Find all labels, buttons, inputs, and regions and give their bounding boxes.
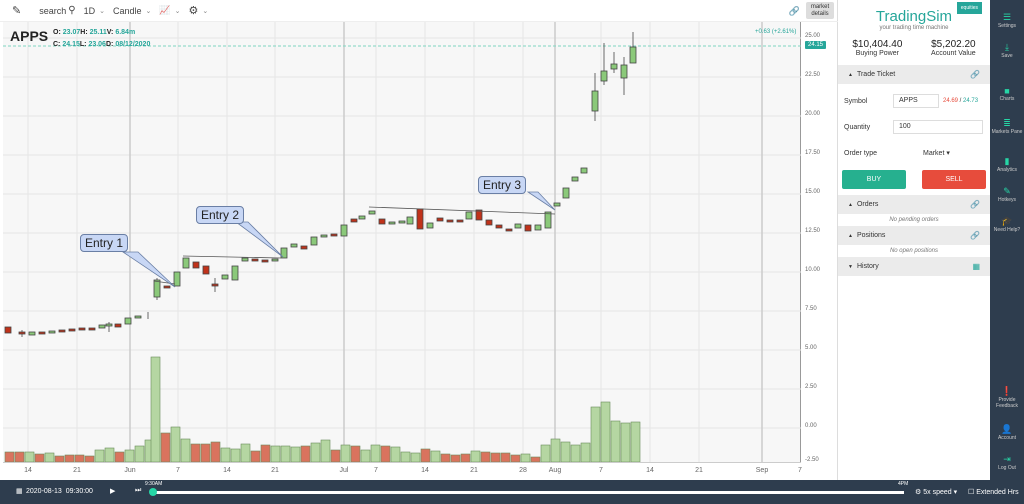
rail-account[interactable]: 👤 Account bbox=[990, 424, 1024, 441]
plot-area[interactable] bbox=[3, 22, 801, 462]
ohlc-row-1: O: 23.07H: 25.11V: 6.84m bbox=[53, 29, 136, 36]
extended-hours-toggle[interactable]: ☐ Extended Hrs bbox=[968, 489, 1019, 496]
annotation-entry-1[interactable]: Entry 1 bbox=[80, 234, 129, 252]
order-type-select[interactable]: Market ▾ bbox=[923, 150, 950, 157]
rail-feedback[interactable]: ❗ Provide Feedback bbox=[990, 386, 1024, 409]
annotation-entry-2[interactable]: Entry 2 bbox=[196, 206, 245, 224]
rail-save[interactable]: ⤓ Save bbox=[990, 42, 1024, 59]
buying-power-value: $10,404.40 bbox=[852, 39, 903, 50]
orders-empty: No pending orders bbox=[889, 217, 939, 223]
equities-badge[interactable]: equities bbox=[956, 2, 982, 14]
symbol-label: Symbol bbox=[844, 97, 868, 105]
pencil-icon[interactable]: ✎ bbox=[12, 5, 22, 17]
rail-markets-pane[interactable]: ≣ Markets Pane bbox=[991, 118, 1023, 135]
calendar-icon[interactable]: ▦ bbox=[16, 488, 23, 495]
account-value: $5,202.20 bbox=[931, 39, 976, 50]
account-summary: $10,404.40 Buying Power $5,202.20 Account … bbox=[838, 39, 990, 57]
price-change: +0.63 (+2.61%) bbox=[755, 29, 797, 35]
playback-datetime[interactable]: 2020-08-13 09:30:00 bbox=[26, 488, 93, 495]
interval-select[interactable]: 1D ⌄ bbox=[83, 5, 105, 16]
rail-analytics[interactable]: ▮ Analytics bbox=[990, 156, 1024, 173]
quantity-input[interactable]: 100 bbox=[893, 120, 983, 134]
bid-price: 24.69 bbox=[943, 98, 959, 104]
timeline-slider[interactable] bbox=[152, 491, 904, 494]
graduation-cap-icon: 🎓 bbox=[1001, 216, 1013, 226]
search-box[interactable]: search ⚲ bbox=[39, 5, 76, 16]
positions-empty: No open positions bbox=[889, 248, 939, 254]
account-value-label: Account Value bbox=[931, 50, 976, 57]
rail-hotkeys[interactable]: ✎ Hotkeys bbox=[990, 186, 1024, 203]
alert-icon: ❗ bbox=[1001, 386, 1013, 396]
quantity-label: Quantity bbox=[844, 123, 871, 131]
last-price-tag: 24.15 bbox=[805, 41, 827, 49]
list-icon: ≣ bbox=[1003, 118, 1011, 128]
menu-icon: ☰ bbox=[1002, 12, 1012, 22]
rail-need-help[interactable]: 🎓 Need Help? bbox=[990, 216, 1024, 233]
link-icon: 🔗 bbox=[970, 200, 980, 209]
ohlc-row-2: C: 24.15L: 23.06D: 08/12/2020 bbox=[53, 41, 151, 48]
x-axis[interactable]: 14 21 Jun 7 14 21 Jul 7 14 21 28 Aug 7 14 21 Sep… bbox=[3, 462, 802, 480]
start-time-label: 9:30AM bbox=[145, 481, 163, 487]
search-icon: ⚲ bbox=[68, 5, 76, 16]
ask-price: 24.73 bbox=[963, 98, 979, 104]
link-icon: 🔗 bbox=[970, 70, 980, 79]
edit-icon: ✎ bbox=[1003, 186, 1011, 196]
buying-power-label: Buying Power bbox=[855, 50, 899, 57]
link-icon: 🔗 bbox=[970, 231, 980, 240]
buy-button[interactable]: BUY bbox=[842, 170, 906, 189]
orders-header[interactable]: ▲ Orders 🔗 bbox=[838, 195, 990, 214]
trade-ticket-header[interactable]: ▲ Trade Ticket 🔗 bbox=[838, 65, 990, 84]
market-details-button[interactable]: market details bbox=[806, 2, 834, 19]
trading-sidebar: equities TradingSim your trading time ma… bbox=[838, 0, 990, 480]
rail-settings[interactable]: ☰ Settings bbox=[990, 12, 1024, 29]
rail-charts[interactable]: ■ Charts bbox=[990, 86, 1024, 102]
play-button[interactable]: ▶ bbox=[110, 488, 116, 495]
history-chart-icon: ▦ bbox=[972, 262, 980, 271]
brand-logo: TradingSim bbox=[875, 8, 953, 25]
rail-logout[interactable]: ⇥ Log Out bbox=[990, 454, 1024, 471]
symbol-label: APPS bbox=[10, 28, 49, 44]
history-header[interactable]: ▼ History ▦ bbox=[838, 257, 990, 276]
gear-icon[interactable]: ⚙ ⌄ bbox=[188, 5, 209, 17]
timeline-handle[interactable] bbox=[149, 488, 157, 496]
logout-icon: ⇥ bbox=[1003, 454, 1011, 464]
link-icon[interactable]: 🔗 bbox=[788, 6, 800, 16]
annotation-entry-3[interactable]: Entry 3 bbox=[478, 176, 527, 194]
symbol-input[interactable]: APPS bbox=[893, 94, 939, 108]
chart-type-select[interactable]: Candle ⌄ bbox=[112, 5, 152, 16]
step-button[interactable]: ⏭ bbox=[135, 487, 142, 494]
brand-tagline: your trading time machine bbox=[879, 25, 949, 31]
charts-icon: ■ bbox=[1004, 86, 1010, 96]
sell-button[interactable]: SELL bbox=[922, 170, 986, 189]
indicators-icon[interactable]: 📈 ⌄ bbox=[159, 5, 181, 15]
speed-select[interactable]: ⚙ 5x speed ▾ bbox=[915, 489, 958, 496]
chart-toolbar: ✎ search ⚲ 1D ⌄ Candle ⌄ 📈 ⌄ ⚙ ⌄ 🔗 market de… bbox=[0, 0, 838, 22]
download-icon: ⤓ bbox=[1005, 42, 1009, 52]
positions-header[interactable]: ▲ Positions 🔗 bbox=[838, 226, 990, 245]
user-icon: 👤 bbox=[1001, 424, 1013, 434]
y-axis[interactable]: 25.00 22.50 20.00 17.50 15.00 12.50 10.00 7.… bbox=[805, 33, 821, 463]
chart-panel[interactable]: ✎ search ⚲ 1D ⌄ Candle ⌄ 📈 ⌄ ⚙ ⌄ 🔗 market de… bbox=[0, 0, 838, 480]
playback-bar: ▦ 2020-08-13 09:30:00 ▶ ⏭ 9:30AM 4PM ⚙ 5… bbox=[0, 480, 1024, 504]
end-time-label: 4PM bbox=[898, 481, 909, 487]
order-type-label: Order type bbox=[844, 149, 878, 157]
bar-chart-icon: ▮ bbox=[1004, 156, 1010, 166]
nav-rail: ☰ Settings ⤓ Save ■ Charts ≣ Markets Pane ▮ A… bbox=[990, 0, 1024, 480]
